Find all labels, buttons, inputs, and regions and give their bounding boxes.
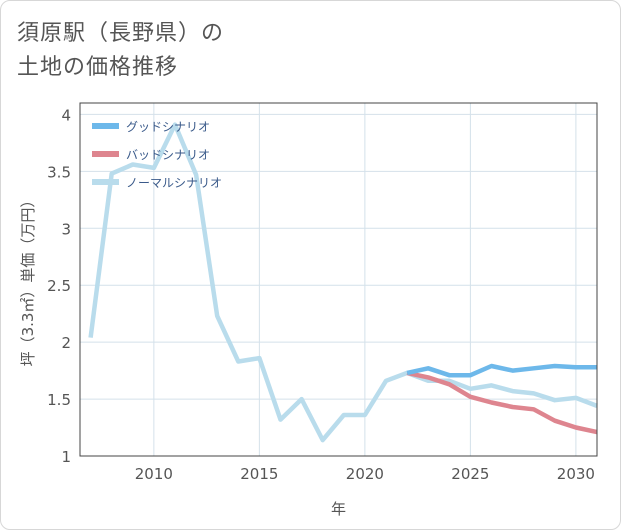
legend-label-1: バッドシナリオ [126, 148, 210, 162]
legend-label-2: ノーマルシナリオ [126, 176, 222, 190]
legend-label-0: グッドシナリオ [126, 120, 210, 134]
x-tick-label: 2010 [135, 465, 173, 483]
x-tick-label: 2015 [240, 465, 278, 483]
y-tick-label: 3 [61, 220, 71, 238]
x-tick-label: 2030 [557, 465, 595, 483]
y-tick-label: 3.5 [47, 163, 71, 181]
series-line-0 [406, 363, 597, 378]
series-line-2 [88, 122, 598, 443]
y-tick-labels: 1 1.5 2 2.5 3 3.5 4 [47, 106, 71, 466]
plot-frame [79, 102, 598, 457]
x-tick-label: 2025 [451, 465, 489, 483]
y-axis-label: 坪（3.3㎡）単価（万円） [19, 193, 37, 367]
x-axis-label: 年 [331, 500, 346, 518]
chart-title: 須原駅（長野県）の 土地の価格推移 [17, 17, 224, 85]
series-line-1 [406, 370, 598, 435]
y-tick-label: 2 [61, 334, 71, 352]
y-tick-label: 4 [61, 106, 71, 124]
grid-lines [80, 103, 597, 457]
chart-title-line-1: 須原駅（長野県）の [17, 21, 225, 46]
x-tick-label: 2020 [346, 465, 384, 483]
chart-title-line-2: 土地の価格推移 [17, 55, 179, 80]
y-tick-label: 2.5 [47, 277, 71, 295]
series-lines [88, 122, 598, 443]
y-tick-label: 1.5 [47, 391, 71, 409]
y-tick-label: 1 [61, 448, 71, 466]
x-tick-labels: 2010 2015 2020 2025 2030 [135, 465, 595, 483]
